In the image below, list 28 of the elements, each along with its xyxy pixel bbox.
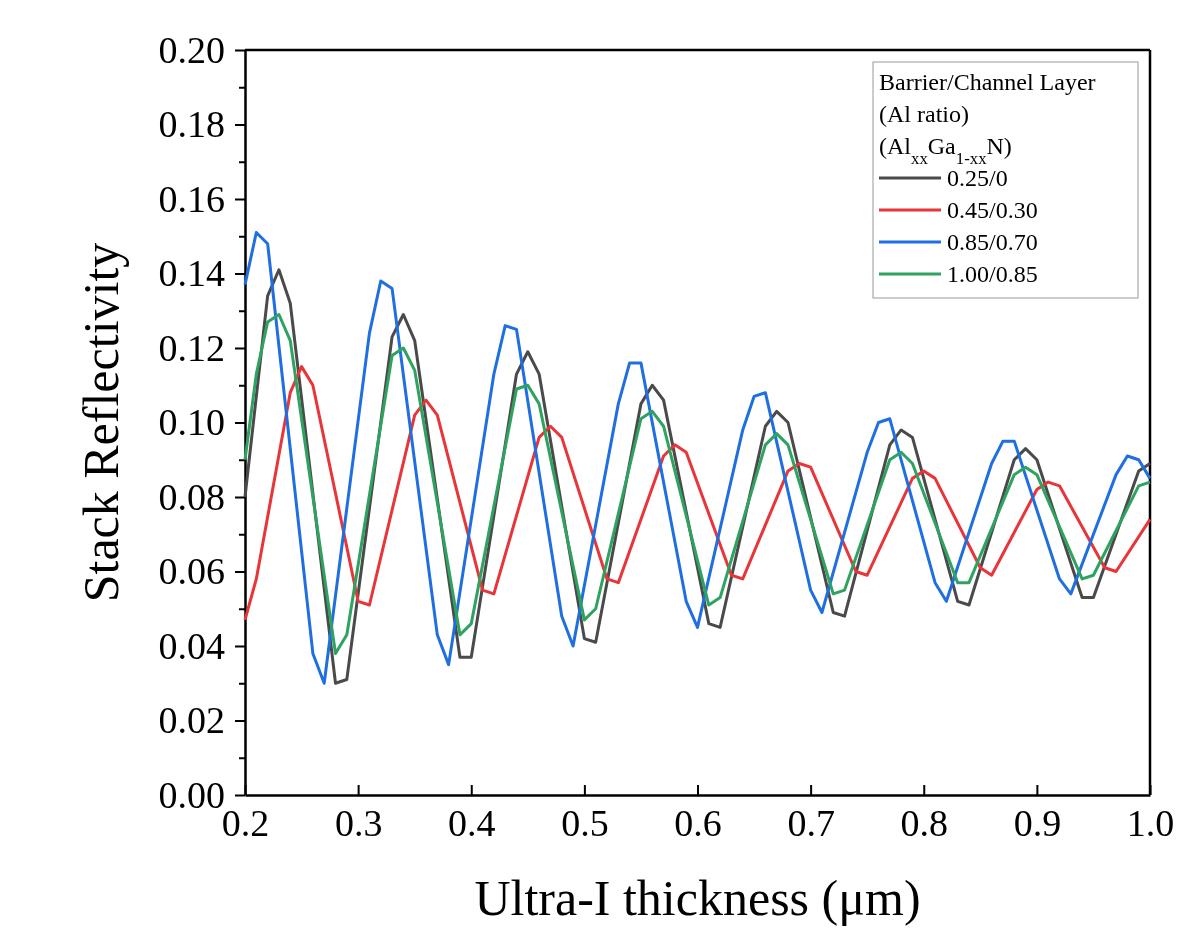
legend-label: 0.25/0 (947, 165, 1008, 191)
line-series (243, 312, 1152, 655)
y-tick-label: 0.06 (158, 550, 225, 593)
y-tick-label: 0.04 (158, 624, 225, 667)
legend-title: Barrier/Channel Layer (Al ratio) (Al$_{xx}$Ga$_{1-xx}$N) (879, 69, 1096, 168)
y-tick-label: 0.20 (158, 28, 225, 71)
y-tick-label: 0.02 (158, 699, 225, 742)
y-tick-label: 0.00 (158, 773, 225, 816)
x-tick-label: 0.6 (674, 801, 722, 844)
y-tick-label: 0.18 (158, 103, 225, 146)
y-tick-label: 0.08 (158, 475, 225, 518)
x-axis-title: Ultra-I thickness (μm) (474, 870, 921, 926)
y-tick-label: 0.14 (158, 252, 225, 295)
x-tick-label: 1.0 (1126, 801, 1175, 844)
legend-label: 0.85/0.70 (947, 229, 1038, 255)
y-tick-label: 0.16 (158, 177, 225, 220)
legend-label: 1.00/0.85 (947, 261, 1038, 287)
legend-label: 0.45/0.30 (947, 197, 1038, 223)
x-tick-label: 0.8 (900, 801, 948, 844)
y-tick-label: 0.10 (158, 401, 225, 444)
x-tick-label: 0.9 (1013, 801, 1062, 844)
y-tick-label: 0.12 (158, 326, 225, 369)
x-tick-label: 0.7 (787, 801, 835, 844)
x-tick-label: 0.5 (561, 801, 609, 844)
line-series (243, 365, 1152, 622)
x-tick-label: 0.3 (334, 801, 383, 844)
y-axis-title: Stack Reflectivity (73, 242, 129, 603)
x-tick-label: 0.4 (448, 801, 496, 844)
